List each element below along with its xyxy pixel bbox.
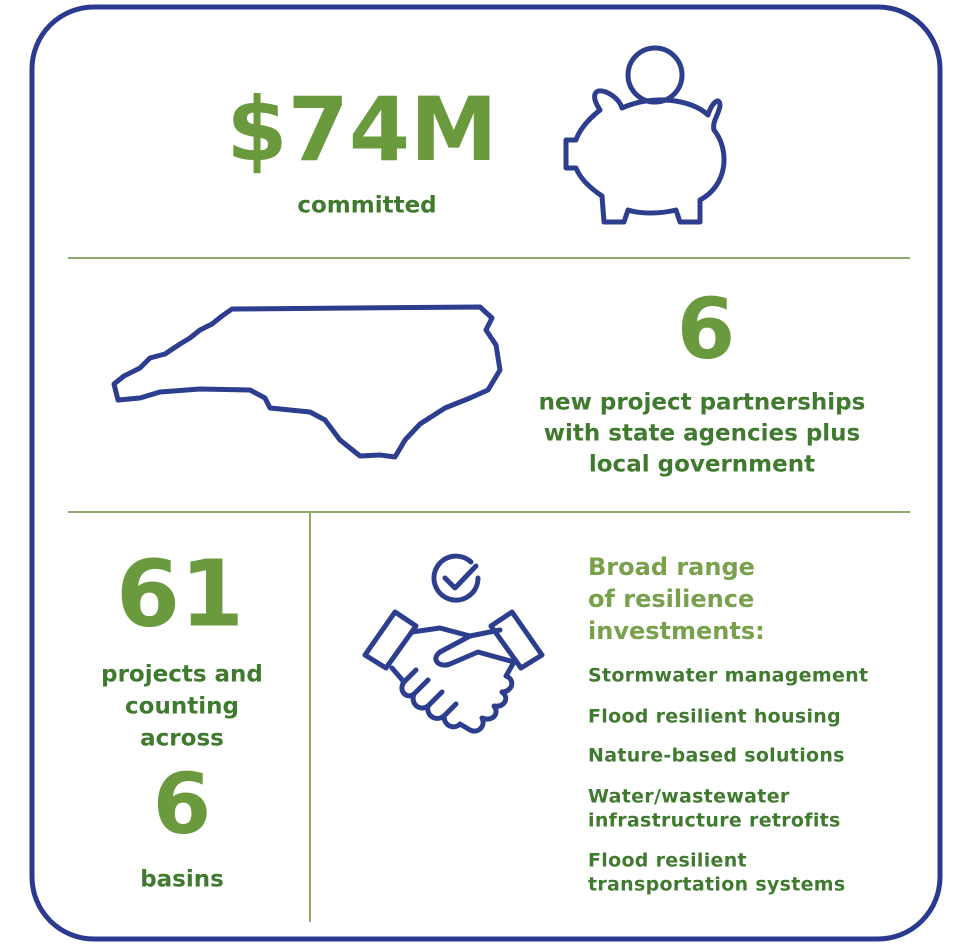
investment-list: Stormwater management Flood resilient hou…: [588, 665, 868, 896]
frame: [29, 4, 943, 942]
investment-item: transportation systems: [588, 874, 846, 896]
basin-label: basins: [140, 867, 224, 893]
basin-count: 6: [153, 755, 211, 853]
investment-item: Water/wastewater: [588, 786, 790, 808]
amount: $74M: [226, 78, 497, 181]
investments-heading: investments:: [588, 617, 765, 645]
state-map-icon: [111, 304, 503, 460]
amount-label: committed: [297, 193, 436, 219]
investment-item: Flood resilient: [588, 850, 747, 872]
partnership-text: local government: [589, 452, 815, 478]
partnership-text: new project partnerships: [539, 390, 866, 416]
investment-item: Flood resilient housing: [588, 706, 841, 728]
project-text: counting: [125, 694, 239, 720]
investment-item: Nature-based solutions: [588, 745, 845, 767]
project-text: across: [140, 726, 224, 752]
investment-item: Stormwater management: [588, 665, 868, 687]
piggy-bank-icon: [563, 45, 727, 225]
investment-item: infrastructure retrofits: [588, 810, 841, 832]
project-count: 61: [116, 540, 244, 647]
investments-heading: Broad range: [588, 553, 755, 581]
handshake-icon: [362, 553, 545, 734]
investments-heading: of resilience: [588, 585, 754, 613]
partnership-count: 6: [677, 280, 735, 378]
project-text: projects and: [101, 662, 263, 688]
partnership-text: with state agencies plus: [544, 421, 861, 447]
